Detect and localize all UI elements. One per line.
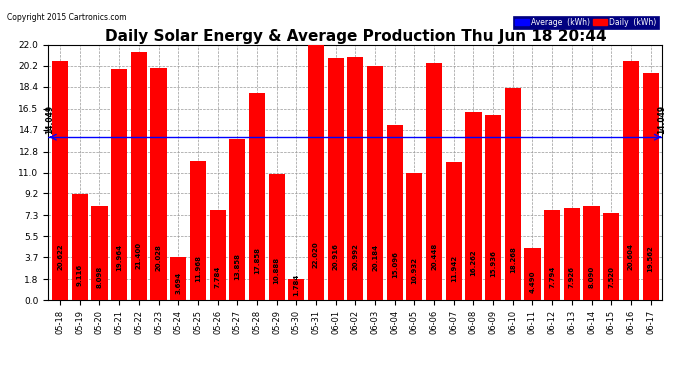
- Bar: [288, 279, 304, 300]
- Text: 10.888: 10.888: [274, 256, 279, 284]
- Bar: [367, 66, 383, 300]
- Text: 18.268: 18.268: [510, 246, 516, 273]
- Text: 20.184: 20.184: [372, 244, 378, 271]
- Bar: [485, 115, 501, 300]
- Bar: [524, 248, 540, 300]
- Text: 3.694: 3.694: [175, 272, 181, 294]
- Bar: [603, 213, 620, 300]
- Text: 20.448: 20.448: [431, 243, 437, 270]
- Bar: [72, 194, 88, 300]
- Text: 15.096: 15.096: [392, 251, 397, 278]
- Bar: [446, 162, 462, 300]
- Bar: [131, 52, 147, 300]
- Text: 14.049: 14.049: [45, 105, 54, 134]
- Bar: [308, 45, 324, 300]
- Bar: [544, 210, 560, 300]
- Bar: [642, 73, 659, 300]
- Text: 4.490: 4.490: [529, 270, 535, 292]
- Text: 7.794: 7.794: [549, 266, 555, 288]
- Text: 19.562: 19.562: [648, 245, 653, 272]
- Bar: [328, 58, 344, 300]
- Bar: [229, 140, 246, 300]
- Title: Daily Solar Energy & Average Production Thu Jun 18 20:44: Daily Solar Energy & Average Production …: [105, 29, 606, 44]
- Text: 15.936: 15.936: [490, 250, 496, 277]
- Text: 1.784: 1.784: [293, 274, 299, 296]
- Bar: [52, 61, 68, 300]
- Text: 20.622: 20.622: [57, 243, 63, 270]
- Text: 21.400: 21.400: [136, 242, 142, 269]
- Bar: [190, 161, 206, 300]
- Text: 20.604: 20.604: [628, 243, 634, 270]
- Bar: [465, 111, 482, 300]
- Text: 11.942: 11.942: [451, 255, 457, 282]
- Bar: [210, 210, 226, 300]
- Bar: [623, 61, 639, 300]
- Bar: [386, 125, 403, 300]
- Bar: [584, 206, 600, 300]
- Text: 22.020: 22.020: [313, 242, 319, 268]
- Text: 11.968: 11.968: [195, 255, 201, 282]
- Legend: Average  (kWh), Daily  (kWh): Average (kWh), Daily (kWh): [513, 16, 658, 29]
- Text: 20.992: 20.992: [353, 243, 358, 270]
- Text: 8.098: 8.098: [97, 266, 103, 288]
- Bar: [426, 63, 442, 300]
- Bar: [111, 69, 127, 300]
- Bar: [347, 57, 364, 300]
- Text: 7.520: 7.520: [608, 266, 614, 288]
- Text: 9.116: 9.116: [77, 264, 83, 286]
- Text: 7.784: 7.784: [215, 266, 221, 288]
- Bar: [564, 208, 580, 300]
- Text: 16.262: 16.262: [471, 250, 477, 276]
- Text: 7.926: 7.926: [569, 266, 575, 288]
- Text: 13.858: 13.858: [234, 253, 240, 280]
- Text: 20.916: 20.916: [333, 243, 339, 270]
- Bar: [406, 173, 422, 300]
- Bar: [91, 206, 108, 300]
- Text: 10.932: 10.932: [411, 256, 417, 284]
- Bar: [505, 88, 521, 300]
- Bar: [249, 93, 265, 300]
- Text: Copyright 2015 Cartronics.com: Copyright 2015 Cartronics.com: [7, 13, 126, 22]
- Text: 19.964: 19.964: [116, 244, 122, 271]
- Text: 20.028: 20.028: [155, 244, 161, 271]
- Bar: [150, 68, 166, 300]
- Bar: [268, 174, 285, 300]
- Text: 8.090: 8.090: [589, 266, 595, 288]
- Text: 14.049: 14.049: [657, 105, 666, 134]
- Text: 17.858: 17.858: [254, 247, 260, 274]
- Bar: [170, 257, 186, 300]
